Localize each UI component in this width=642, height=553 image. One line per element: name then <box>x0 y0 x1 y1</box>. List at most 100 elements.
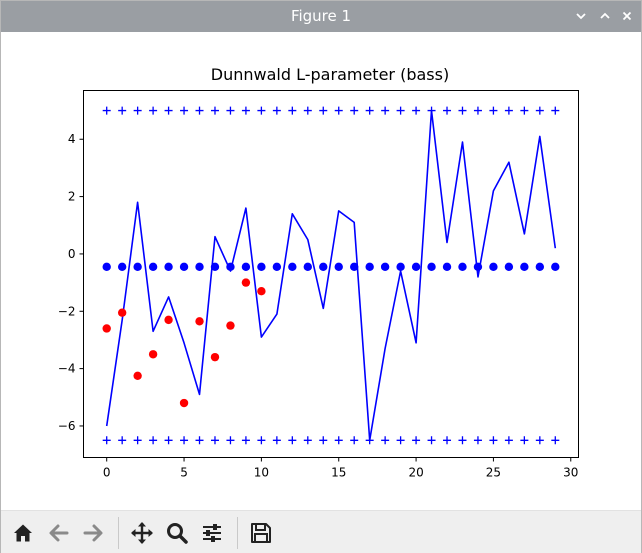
plus-marker <box>149 106 158 115</box>
dot-marker <box>458 262 467 272</box>
y-tick-label: 0 <box>68 247 76 261</box>
pan-button[interactable] <box>127 518 157 548</box>
dot-marker <box>241 278 251 287</box>
plus-marker <box>133 106 142 115</box>
plus-marker <box>118 106 127 115</box>
plus-marker <box>350 436 359 445</box>
dot-marker <box>380 262 390 272</box>
window-title: Figure 1 <box>290 7 352 25</box>
dot-marker <box>102 262 111 272</box>
dot-marker <box>210 262 220 272</box>
dot-marker <box>350 262 359 272</box>
plus-marker <box>180 436 189 445</box>
plus-marker <box>210 436 219 445</box>
dot-marker <box>303 262 312 272</box>
plus-marker <box>504 436 513 445</box>
axes-frame <box>83 90 579 458</box>
plus-marker <box>241 106 250 115</box>
dot-marker <box>148 262 158 272</box>
plus-marker <box>164 436 173 445</box>
plus-marker <box>443 106 452 115</box>
plus-marker <box>535 106 544 115</box>
y-tick-label: −2 <box>58 304 76 318</box>
minimize-button[interactable] <box>570 5 592 27</box>
plus-marker <box>489 436 498 445</box>
plus-marker <box>489 106 498 115</box>
plus-marker <box>102 436 111 445</box>
plus-marker <box>226 106 235 115</box>
maximize-button[interactable] <box>594 5 616 27</box>
plus-marker <box>303 106 312 115</box>
subplots-button[interactable] <box>197 518 227 548</box>
forward-button[interactable] <box>78 518 108 548</box>
plus-marker <box>195 436 204 445</box>
dot-marker <box>226 262 235 272</box>
plus-marker <box>334 436 343 445</box>
x-tick-label: 15 <box>331 466 346 480</box>
close-button[interactable] <box>616 5 638 27</box>
dot-marker <box>396 262 405 272</box>
close-icon <box>622 11 632 21</box>
plot-title: Dunnwald L-parameter (bass) <box>211 65 449 84</box>
dot-marker <box>257 287 266 296</box>
y-tick-label: −4 <box>58 362 76 376</box>
plus-marker <box>381 106 390 115</box>
dot-marker <box>520 262 529 272</box>
dot-marker <box>226 321 235 330</box>
floppy-disk-icon <box>251 523 271 543</box>
plus-marker <box>319 106 328 115</box>
title-bar[interactable]: Figure 1 <box>1 1 641 32</box>
plus-marker <box>365 436 374 445</box>
plus-marker <box>427 436 436 445</box>
dot-marker <box>334 262 343 272</box>
plus-marker <box>180 106 189 115</box>
dot-marker <box>257 262 266 272</box>
plus-marker <box>319 436 328 445</box>
y-tick-label: 4 <box>68 132 76 146</box>
plus-marker <box>427 106 436 115</box>
dot-marker <box>179 398 189 408</box>
dot-marker <box>489 262 498 272</box>
dot-marker <box>195 317 204 326</box>
plus-marker <box>210 106 219 115</box>
plus-marker <box>350 106 359 115</box>
figure-canvas[interactable]: Dunnwald L-parameter (bass) 0 5 10 15 20 25 30… <box>1 32 641 510</box>
dot-marker <box>288 262 297 272</box>
plus-marker <box>396 106 405 115</box>
plus-marker <box>381 436 390 445</box>
x-tick-label: 30 <box>563 466 578 480</box>
y-tick-label: −6 <box>58 419 76 433</box>
x-tick-label: 5 <box>180 466 188 480</box>
plus-marker <box>520 106 529 115</box>
dot-marker <box>535 262 545 272</box>
dot-marker <box>411 262 421 272</box>
plus-marker <box>303 436 312 445</box>
dot-marker <box>551 262 560 272</box>
dot-marker <box>148 350 158 359</box>
plus-marker <box>195 106 204 115</box>
plus-marker <box>118 436 127 445</box>
plus-marker <box>164 106 173 115</box>
plus-marker <box>102 106 111 115</box>
back-button[interactable] <box>44 518 74 548</box>
dot-marker <box>504 262 514 272</box>
save-button[interactable] <box>246 518 276 548</box>
plus-marker <box>473 436 482 445</box>
arrow-left-icon <box>49 524 69 542</box>
dot-marker <box>473 262 483 272</box>
dot-marker <box>427 262 436 272</box>
plus-marker <box>226 436 235 445</box>
home-button[interactable] <box>8 518 38 548</box>
plus-marker <box>396 436 405 445</box>
plus-marker <box>412 436 421 445</box>
zoom-button[interactable] <box>162 518 192 548</box>
dot-marker <box>210 352 220 362</box>
plus-marker <box>241 436 250 445</box>
plus-marker <box>257 436 266 445</box>
move-icon <box>131 522 153 544</box>
chevron-up-icon <box>600 12 610 19</box>
dot-marker <box>179 262 189 272</box>
plus-marker <box>257 106 266 115</box>
plus-marker <box>473 106 482 115</box>
